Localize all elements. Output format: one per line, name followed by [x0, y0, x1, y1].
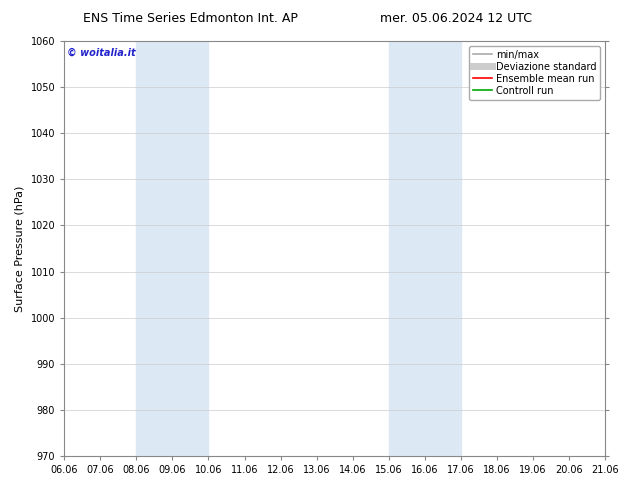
- Y-axis label: Surface Pressure (hPa): Surface Pressure (hPa): [15, 185, 25, 312]
- Text: mer. 05.06.2024 12 UTC: mer. 05.06.2024 12 UTC: [380, 12, 533, 25]
- Legend: min/max, Deviazione standard, Ensemble mean run, Controll run: min/max, Deviazione standard, Ensemble m…: [469, 46, 600, 99]
- Text: © woitalia.it: © woitalia.it: [67, 47, 136, 57]
- Text: ENS Time Series Edmonton Int. AP: ENS Time Series Edmonton Int. AP: [83, 12, 297, 25]
- Bar: [136, 41, 209, 456]
- Bar: [389, 41, 461, 456]
